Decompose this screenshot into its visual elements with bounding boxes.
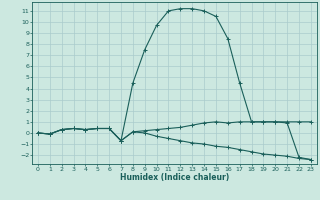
X-axis label: Humidex (Indice chaleur): Humidex (Indice chaleur) (120, 173, 229, 182)
